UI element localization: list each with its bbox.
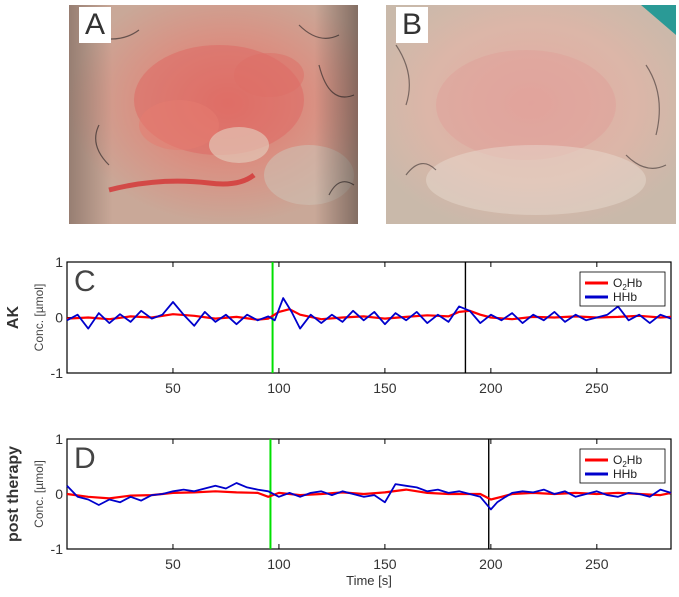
panel-label-bg bbox=[69, 264, 99, 294]
y-tick-label: 1 bbox=[55, 431, 63, 447]
x-tick-label: 200 bbox=[479, 380, 503, 396]
panel-label: D bbox=[74, 442, 96, 475]
y-tick-label: -1 bbox=[51, 365, 64, 381]
x-tick-label: 150 bbox=[373, 380, 397, 396]
y-tick-label: 0 bbox=[55, 486, 63, 502]
x-tick-label: 250 bbox=[585, 556, 609, 572]
skin-photo-b bbox=[386, 5, 676, 224]
legend-label-o2hb: O2Hb bbox=[613, 453, 642, 469]
y-tick-label: 1 bbox=[55, 254, 63, 270]
x-tick-label: 100 bbox=[267, 556, 291, 572]
photo-panel-b: B bbox=[386, 5, 676, 224]
panel-label-bg bbox=[69, 441, 99, 471]
y-tick-label: 0 bbox=[55, 310, 63, 326]
row-label: AK bbox=[5, 306, 22, 330]
x-tick-label: 200 bbox=[479, 556, 503, 572]
x-tick-label: 50 bbox=[165, 380, 181, 396]
legend-box bbox=[579, 448, 666, 484]
panel-label-b: B bbox=[396, 7, 429, 43]
x-tick-label: 100 bbox=[267, 380, 291, 396]
legend-label-hhb: HHb bbox=[613, 467, 637, 481]
row-label: post therapy bbox=[5, 446, 22, 542]
chart-panel-d: 50 100 150 200 250 1 0 -1 Conc. [µmol] post thera… bbox=[5, 431, 672, 588]
x-tick-label: 150 bbox=[373, 556, 397, 572]
y-tick-label: -1 bbox=[51, 541, 64, 557]
x-tick-label: 50 bbox=[165, 556, 181, 572]
panel-label: C bbox=[74, 265, 96, 298]
x-axis-label: Time [s] bbox=[346, 573, 392, 588]
panel-label-a: A bbox=[79, 7, 112, 43]
series-line-hhb bbox=[66, 482, 672, 511]
skin-photo-a bbox=[69, 5, 358, 224]
legend-label-o2hb: O2Hb bbox=[613, 276, 642, 292]
y-axis-label: Conc. [µmol] bbox=[32, 284, 46, 352]
legend-box bbox=[579, 271, 666, 307]
series-line-hhb bbox=[66, 297, 672, 330]
photo-panel-a: A bbox=[69, 5, 358, 224]
y-axis-label: Conc. [µmol] bbox=[32, 460, 46, 528]
x-tick-label: 250 bbox=[585, 380, 609, 396]
legend-label-hhb: HHb bbox=[613, 290, 637, 304]
